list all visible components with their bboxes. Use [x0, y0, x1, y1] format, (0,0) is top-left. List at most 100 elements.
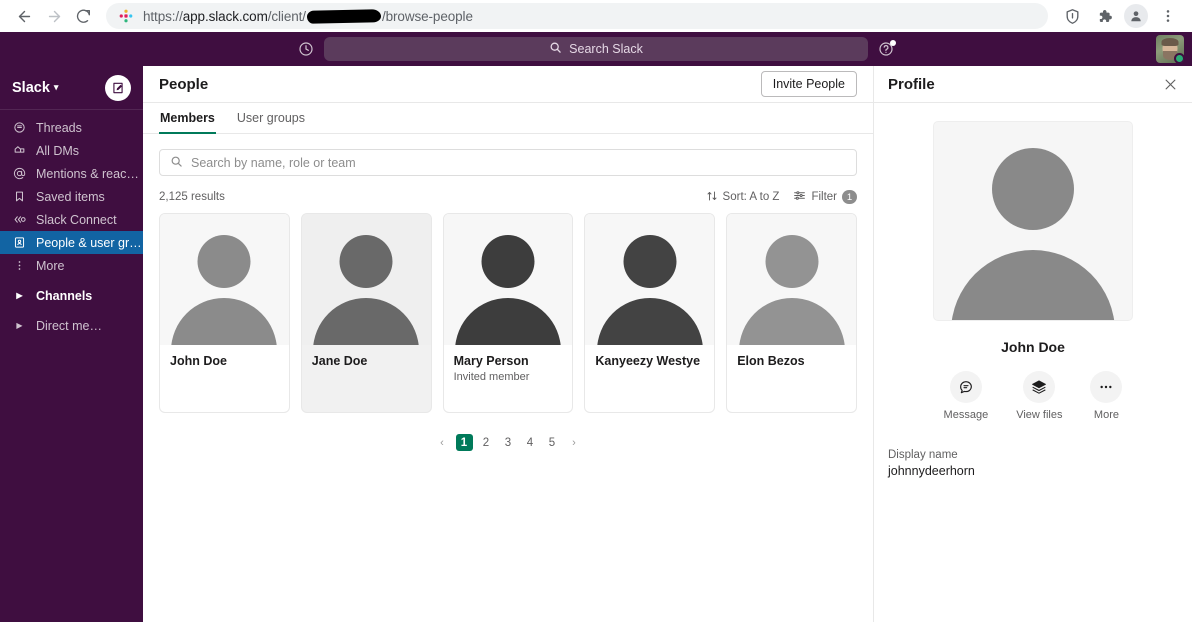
sidebar-item-threads[interactable]: Threads: [0, 116, 143, 139]
url-path-pre: /client/: [267, 8, 306, 24]
puzzle-piece-icon[interactable]: [1090, 2, 1118, 30]
filter-label: Filter: [811, 191, 837, 203]
sidebar-item-slack-connect[interactable]: Slack Connect: [0, 208, 143, 231]
member-avatar: [160, 214, 289, 345]
member-card-text: John Doe: [160, 345, 289, 368]
pagination-page[interactable]: 2: [482, 436, 490, 449]
sidebar-section-direct-messages[interactable]: ▶ Direct me…: [0, 314, 143, 337]
address-bar[interactable]: https://app.slack.com/client//browse-peo…: [106, 3, 1048, 29]
action-label: Message: [943, 409, 989, 421]
avatar-head: [197, 235, 251, 288]
presence-indicator: [1174, 53, 1184, 63]
member-card[interactable]: Kanyeezy Westye: [584, 213, 716, 413]
url-redaction-block: [306, 8, 382, 24]
slack-connect-icon: [12, 213, 27, 226]
tab-user-groups[interactable]: User groups: [236, 111, 305, 125]
avatar-hair: [1161, 37, 1179, 46]
sidebar-nav: Threads All DMs Mentions & reac… Saved i…: [0, 110, 143, 337]
sidebar-item-more[interactable]: More: [0, 254, 143, 277]
kebab-menu-icon[interactable]: [1154, 2, 1182, 30]
sidebar-item-all-dms[interactable]: All DMs: [0, 139, 143, 162]
member-avatar: [727, 214, 856, 345]
ellipsis-icon: [1090, 371, 1123, 403]
page-title: People: [159, 75, 209, 93]
pagination-page[interactable]: 3: [504, 436, 512, 449]
member-card-grid: John Doe Jane Doe Mary Person: [143, 213, 873, 413]
workspace-header[interactable]: Slack ▾: [0, 66, 143, 110]
member-card[interactable]: John Doe: [159, 213, 290, 413]
message-button[interactable]: Message: [943, 371, 989, 421]
avatar-body: [738, 298, 845, 345]
browser-toolbar: https://app.slack.com/client//browse-peo…: [0, 0, 1192, 32]
profile-actions: Message View files More: [886, 371, 1180, 421]
sidebar: Slack ▾ Threads All DMs: [0, 66, 143, 622]
browser-forward-button[interactable]: [40, 2, 68, 30]
search-input-container[interactable]: [159, 149, 857, 176]
avatar-body: [454, 298, 561, 345]
help-notification-dot: [890, 40, 896, 46]
browser-back-button[interactable]: [10, 2, 38, 30]
profile-title: Profile: [888, 75, 935, 93]
member-card[interactable]: Jane Doe: [300, 213, 432, 413]
view-files-button[interactable]: View files: [1016, 371, 1062, 421]
sidebar-item-saved-items[interactable]: Saved items: [0, 185, 143, 208]
all-dms-icon: [12, 144, 27, 157]
browser-profile-button[interactable]: [1122, 2, 1150, 30]
pagination-prev[interactable]: ‹: [440, 436, 444, 449]
sort-icon: [706, 190, 718, 205]
browser-reload-button[interactable]: [70, 2, 98, 30]
member-card-text: Mary Person Invited member: [444, 345, 573, 383]
chevron-right-icon: ▶: [16, 291, 23, 300]
search-icon: [549, 41, 562, 57]
slack-search-bar[interactable]: Search Slack: [324, 37, 868, 61]
person-icon: [1124, 4, 1148, 28]
people-search-wrap: [143, 134, 873, 176]
sort-button[interactable]: Sort: A to Z: [706, 190, 780, 205]
slack-search-placeholder: Search Slack: [569, 42, 643, 56]
slack-top-bar-center: Search Slack: [0, 37, 1192, 61]
tab-members[interactable]: Members: [159, 103, 216, 134]
sidebar-item-people-user-groups[interactable]: People & user gr…: [0, 231, 143, 254]
close-icon[interactable]: [1163, 77, 1178, 92]
avatar-head: [481, 235, 535, 288]
people-header: People Invite People: [143, 66, 873, 103]
results-bar: 2,125 results Sort: A to Z Filter 1: [143, 176, 873, 213]
member-name: John Doe: [170, 354, 227, 368]
filter-count-badge: 1: [842, 190, 857, 204]
results-actions: Sort: A to Z Filter 1: [706, 189, 857, 205]
pagination-page[interactable]: 1: [455, 434, 473, 451]
filter-button[interactable]: Filter 1: [793, 189, 857, 205]
url-path-post: /browse-people: [381, 8, 473, 24]
profile-avatar: [933, 121, 1133, 321]
member-avatar: [585, 214, 715, 345]
member-card[interactable]: Elon Bezos: [726, 213, 857, 413]
profile-panel: Profile John Doe Message: [874, 66, 1192, 622]
avatar-body: [951, 250, 1115, 320]
action-label: View files: [1016, 409, 1063, 421]
member-card[interactable]: Mary Person Invited member: [442, 213, 574, 413]
browser-action-icons: [1058, 2, 1182, 30]
pagination-page[interactable]: 5: [548, 436, 556, 449]
invite-people-button[interactable]: Invite People: [760, 71, 857, 97]
question-mark-icon[interactable]: [878, 40, 896, 57]
member-card-text: Kanyeezy Westye: [585, 345, 714, 368]
pagination-page[interactable]: 4: [526, 436, 534, 449]
sidebar-section-channels[interactable]: ▶ Channels: [0, 284, 143, 307]
url-text: https://app.slack.com/client//browse-peo…: [143, 8, 473, 24]
sidebar-item-mentions[interactable]: Mentions & reac…: [0, 162, 143, 185]
display-name-value: johnnydeerhorn: [888, 464, 975, 478]
avatar-body: [171, 298, 278, 345]
workspace-label: Slack: [12, 79, 50, 96]
more-button[interactable]: More: [1090, 371, 1123, 421]
avatar[interactable]: [1156, 35, 1184, 63]
search-input[interactable]: [191, 155, 846, 170]
profile-name: John Doe: [1001, 339, 1065, 355]
clock-history-icon[interactable]: [298, 41, 314, 57]
shield-icon[interactable]: [1058, 2, 1086, 30]
sort-label: Sort: A to Z: [722, 191, 780, 203]
workspace-name[interactable]: Slack ▾: [12, 80, 58, 96]
people-icon: [12, 236, 27, 249]
compose-icon[interactable]: [105, 74, 131, 101]
pagination-next[interactable]: ›: [572, 436, 576, 449]
search-icon: [170, 155, 183, 171]
